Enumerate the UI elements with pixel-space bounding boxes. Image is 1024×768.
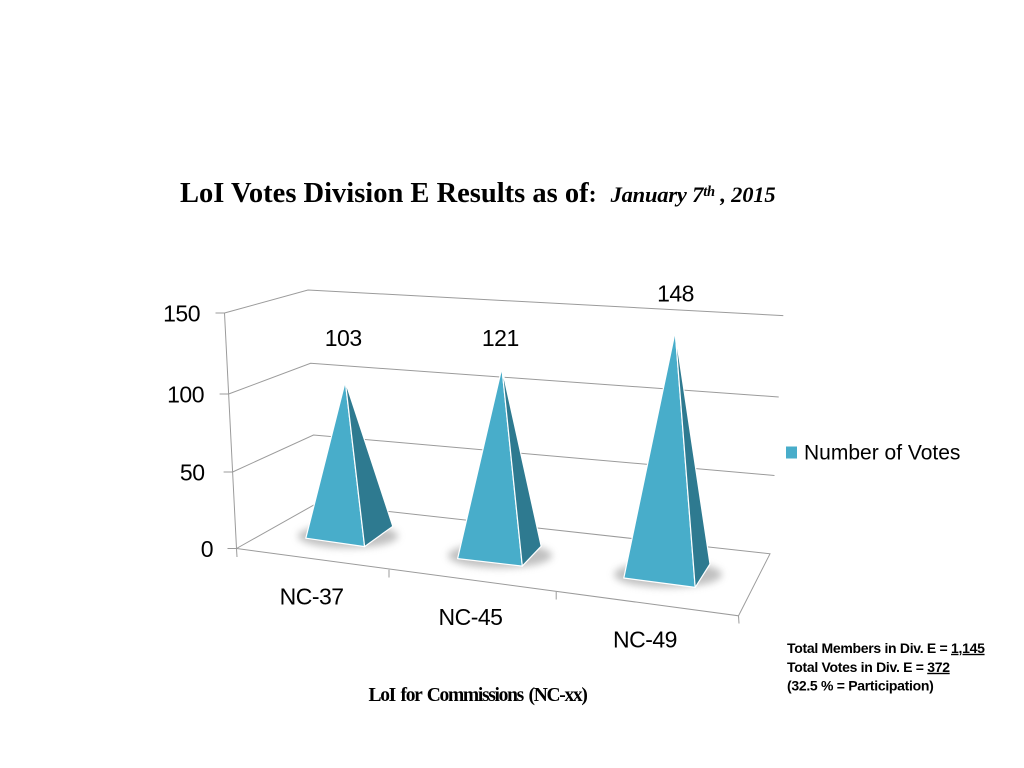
svg-text:Total Votes in Div. E = 372: Total Votes in Div. E = 372 (787, 659, 950, 675)
svg-text:148: 148 (657, 281, 694, 307)
svg-text:LoI Votes Division E Results a: LoI Votes Division E Results as of: Janua… (180, 178, 775, 209)
svg-text:NC-49: NC-49 (613, 627, 677, 653)
svg-text:103: 103 (325, 325, 362, 351)
svg-text:121: 121 (482, 325, 519, 351)
svg-text:(32.5 % = Participation): (32.5 % = Participation) (787, 677, 933, 693)
svg-text:0: 0 (201, 536, 213, 562)
svg-text:NC-45: NC-45 (439, 604, 503, 630)
svg-text:150: 150 (163, 300, 200, 326)
svg-text:Number of Votes: Number of Votes (804, 442, 960, 465)
svg-text:LoI for Commissions (NC-xx): LoI for Commissions (NC-xx) (369, 685, 588, 706)
svg-text:NC-37: NC-37 (280, 584, 344, 610)
svg-text:100: 100 (167, 381, 204, 407)
svg-text:50: 50 (180, 459, 205, 485)
svg-text:Total Members in Div. E = 1,14: Total Members in Div. E = 1,145 (787, 640, 985, 656)
